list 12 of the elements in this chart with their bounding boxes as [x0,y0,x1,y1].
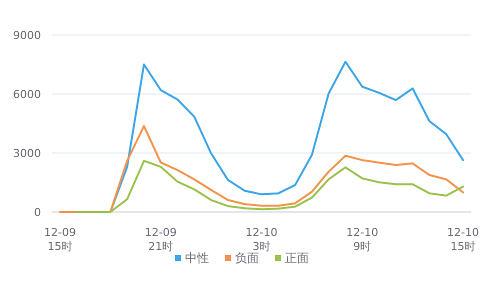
legend-label: 负面 [235,251,259,265]
y-tick-label: 3000 [13,147,41,160]
x-tick-label: 12-10 3时 [246,226,278,253]
x-tick-label: 12-10 9时 [346,226,378,253]
x-tick-label: 12-10 15时 [447,226,479,253]
y-tick-label: 6000 [13,88,41,101]
y-tick-label: 0 [34,206,41,219]
legend-label: 中性 [185,251,209,265]
y-tick-label: 9000 [13,29,41,42]
legend-label: 正面 [285,251,309,265]
x-tick-label: 12-09 15时 [44,226,76,253]
x-tick-label: 12-09 21时 [144,226,177,253]
